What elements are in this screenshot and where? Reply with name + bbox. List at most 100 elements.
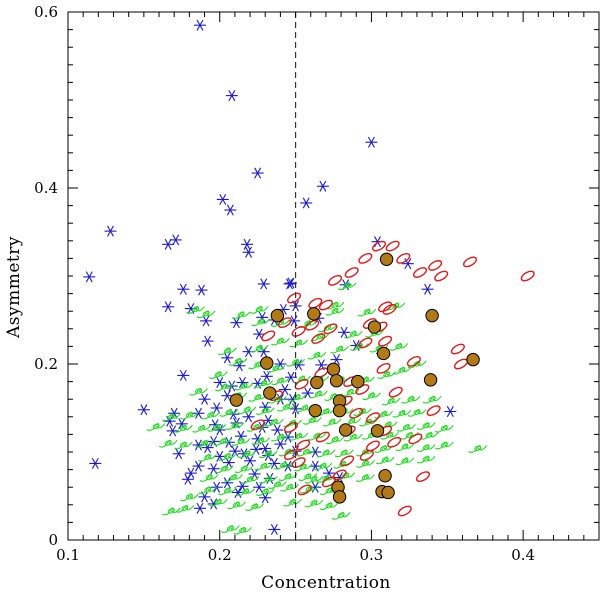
spiral-point	[304, 475, 324, 484]
series-filled-circle	[229, 252, 480, 504]
ellipse-point	[415, 471, 431, 483]
spiral-point	[325, 436, 345, 445]
ellipse-point	[315, 431, 330, 443]
asterisk-point	[257, 278, 270, 290]
spiral-point	[196, 310, 216, 319]
asterisk-point	[253, 481, 266, 493]
spiral-point	[173, 424, 193, 433]
asterisk-point	[193, 19, 206, 31]
spiral-point	[397, 424, 416, 432]
ellipse-point	[291, 326, 306, 337]
spiral-point	[416, 455, 436, 464]
spiral-point	[265, 418, 284, 427]
asterisk-point	[309, 446, 322, 458]
spiral-point	[180, 493, 199, 502]
ellipse-point	[297, 484, 312, 496]
asterisk-point	[250, 443, 263, 455]
x-tick-label: 0.3	[359, 546, 383, 564]
spiral-point	[362, 392, 381, 401]
ellipse-point	[296, 439, 311, 451]
asterisk-point	[230, 317, 243, 329]
asterisk-point	[137, 404, 150, 416]
spiral-point	[192, 424, 211, 433]
ellipse-point	[365, 440, 380, 452]
x-axis-label: Concentration	[261, 573, 391, 593]
asterisk-point	[259, 492, 272, 504]
asterisk-point	[83, 271, 96, 283]
ellipse-point	[371, 240, 387, 252]
spiral-point	[400, 431, 419, 440]
ellipse-point	[428, 260, 443, 271]
y-tick-label: 0.6	[34, 3, 58, 21]
spiral-point	[249, 344, 269, 353]
asterisk-point	[228, 445, 241, 457]
ellipse-point	[426, 405, 441, 417]
spiral-point	[234, 382, 254, 391]
circle-point	[381, 485, 395, 500]
asterisk-point	[259, 401, 272, 413]
spiral-point	[214, 383, 234, 392]
asterisk-point	[89, 457, 102, 469]
spiral-point	[258, 450, 278, 459]
asterisk-point	[224, 204, 237, 216]
spiral-point	[316, 449, 336, 458]
spiral-point	[434, 441, 454, 450]
ellipse-point	[321, 476, 336, 488]
asterisk-point	[169, 234, 182, 246]
ellipse-point	[327, 275, 343, 286]
ellipse-point	[378, 335, 393, 347]
spiral-point	[208, 371, 228, 379]
asterisk-point	[421, 283, 434, 295]
spiral-point	[356, 460, 375, 468]
ellipse-point	[450, 343, 465, 355]
spiral-point	[251, 318, 271, 327]
spiral-point	[322, 418, 342, 427]
spiral-point	[392, 409, 412, 418]
spiral-point	[198, 453, 218, 462]
spiral-point	[422, 395, 442, 404]
spiral-point	[231, 311, 251, 320]
spiral-point	[198, 486, 218, 495]
spiral-point	[255, 488, 275, 496]
spiral-point	[407, 409, 427, 417]
spiral-point	[304, 499, 324, 508]
spiral-point	[234, 465, 254, 474]
asterisk-point	[241, 238, 254, 250]
spiral-point	[340, 388, 360, 397]
spiral-point	[434, 424, 454, 433]
spiral-point	[334, 449, 354, 458]
spiral-point	[237, 450, 257, 459]
spiral-point	[277, 403, 296, 412]
spiral-point	[331, 512, 351, 520]
spiral-point	[221, 525, 240, 533]
asterisk-point	[338, 326, 351, 338]
spiral-point	[258, 475, 278, 484]
ellipse-point	[308, 297, 323, 309]
spiral-point	[395, 457, 415, 466]
ellipse-point	[318, 299, 333, 311]
spiral-point	[392, 366, 412, 375]
circle-point	[425, 308, 439, 323]
spiral-point	[217, 453, 237, 461]
ellipse-point	[387, 436, 402, 448]
ellipse-point	[323, 323, 338, 335]
spiral-point	[254, 380, 274, 388]
spiral-point	[217, 487, 237, 496]
asterisk-point	[244, 455, 257, 467]
asterisk-point	[281, 431, 294, 443]
asterisk-point	[166, 425, 179, 437]
spiral-point	[180, 411, 199, 420]
ellipse-point	[385, 240, 400, 252]
spiral-point	[214, 465, 234, 474]
asterisk-point	[221, 352, 234, 364]
spiral-point	[381, 397, 401, 406]
spiral-point	[357, 308, 377, 317]
asterisk-point	[162, 301, 175, 313]
spiral-point	[289, 339, 309, 348]
asterisk-point	[283, 278, 296, 290]
circle-point	[338, 423, 353, 437]
spiral-point	[161, 507, 181, 516]
spiral-point	[201, 411, 221, 420]
ellipse-point	[358, 337, 373, 349]
